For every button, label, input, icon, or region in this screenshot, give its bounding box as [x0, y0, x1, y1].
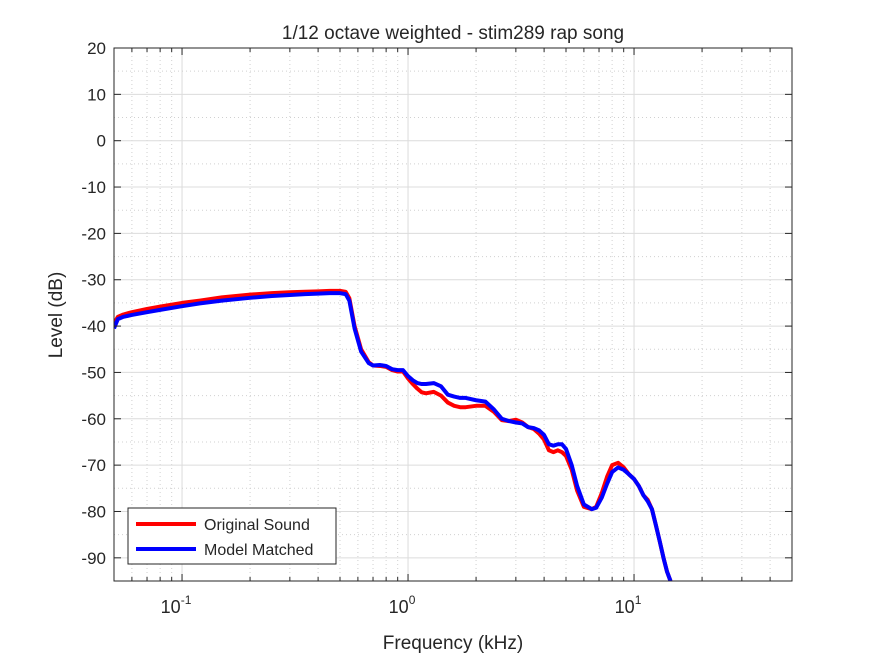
x-tick-label: 100: [389, 593, 416, 617]
y-tick-label: -20: [81, 224, 106, 243]
chart-title: 1/12 octave weighted - stim289 rap song: [282, 23, 624, 44]
legend-box: [127, 507, 337, 565]
legend-label: Original Sound: [204, 517, 310, 534]
x-tick-label: 10-1: [161, 593, 192, 617]
y-tick-label: -10: [81, 178, 106, 197]
y-tick-label: 10: [87, 85, 106, 104]
x-tick-label: 101: [615, 593, 642, 617]
axes-box: [113, 47, 793, 582]
grid-lines: [114, 47, 792, 581]
y-tick-label: -70: [81, 456, 106, 475]
y-tick-label: -60: [81, 410, 106, 429]
y-tick-label: -30: [81, 271, 106, 290]
y-tick-label: -40: [81, 317, 106, 336]
y-tick-label: -80: [81, 502, 106, 521]
x-axis-label: Frequency (kHz): [383, 633, 523, 654]
series-line-original-sound: [114, 288, 673, 581]
plot-area: [114, 48, 792, 581]
series-line-model-matched: [114, 291, 673, 581]
y-axis-label: Level (dB): [46, 272, 67, 359]
y-tick-label: 20: [87, 39, 106, 58]
legend-label: Model Matched: [204, 542, 313, 559]
legend: Original Sound Model Matched: [127, 507, 337, 565]
y-tick-label: -90: [81, 549, 106, 568]
data-lines: [114, 288, 673, 581]
y-tick-label: 0: [97, 132, 106, 151]
y-tick-label: -50: [81, 363, 106, 382]
